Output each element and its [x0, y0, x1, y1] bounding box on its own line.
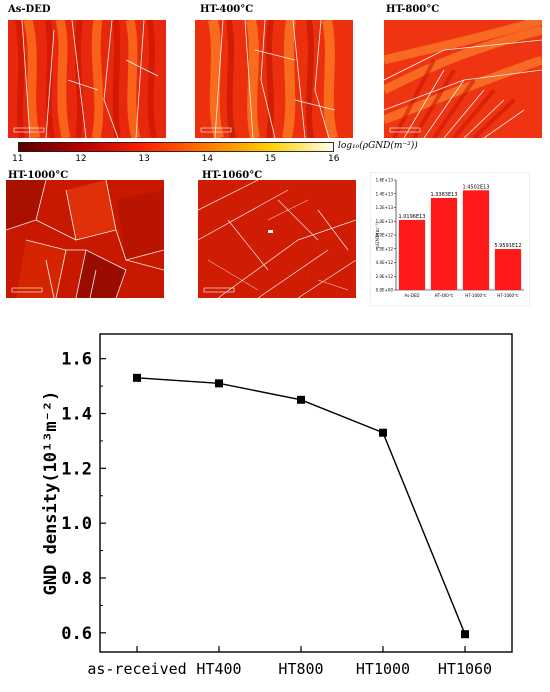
- line-chart-y-tick-label: 1.4: [61, 405, 92, 425]
- line-chart-marker: [133, 373, 141, 382]
- bar-chart-category-label: HT-400℃: [435, 293, 454, 298]
- line-chart-y-label: GND density(10¹³m⁻²): [41, 391, 61, 596]
- bar-chart-category-label: HT-1000℃: [465, 293, 487, 298]
- bar-chart-bar: [398, 219, 426, 290]
- colorbar-gradient: [18, 142, 334, 152]
- line-chart-y-tick-label: 0.6: [61, 624, 92, 644]
- bar-chart-data-label: 1.4502E13: [462, 184, 489, 190]
- colorbar-tick-label: 13: [138, 154, 150, 164]
- gnd-map-ht-1060: [198, 180, 356, 298]
- bar-chart-y-tick-label: 6.0E+12: [376, 246, 394, 251]
- bar-chart: 0.0E+00 2.0E+12 4.0E+12 6.0E+12 8.0E+12 1.0E+…: [370, 172, 530, 306]
- bar-chart-y-tick-label: 0.0E+00: [376, 288, 394, 293]
- bar-chart-category-label: HT-1060℃: [497, 293, 519, 298]
- bar-chart-y-tick-label: 4.0E+12: [376, 260, 394, 265]
- bar-chart-bar: [430, 197, 458, 290]
- bar-chart-y-label: ρGND(m⁻²): [374, 222, 381, 248]
- bar-chart-category-label: As-DED: [405, 293, 420, 298]
- bar-chart-data-label: 1.0196E13: [398, 214, 425, 220]
- colorbar-tick-label: 15: [264, 154, 277, 164]
- map-label-ht-1060: HT-1060°C: [202, 170, 263, 181]
- bar-chart-y-tick-label: 1.4E+13: [376, 191, 394, 196]
- line-chart-series-line: [136, 377, 466, 635]
- bar-chart-y-tick-label: 1.2E+13: [376, 205, 394, 210]
- bar-chart-bar: [462, 190, 490, 290]
- bar-chart-data-label: 5.9591E12: [494, 243, 521, 249]
- colorbar-tick-label: 11: [12, 154, 24, 164]
- line-chart-x-tick-label: HT400: [196, 660, 241, 678]
- colorbar: 11 12 13 14 15 16: [12, 142, 339, 172]
- bar-chart-y-tick-label: 8.0E+12: [376, 233, 394, 238]
- map-label-as-ded: As-DED: [8, 4, 51, 15]
- gnd-map-as-ded: [8, 20, 166, 138]
- line-chart-x-tick-label: HT1060: [438, 660, 492, 678]
- gnd-map-ht-1000: [6, 180, 164, 298]
- line-chart-y-tick-label: 0.8: [61, 569, 92, 589]
- line-chart-x-tick-label: HT800: [278, 660, 323, 678]
- colorbar-tick-label: 14: [201, 154, 214, 164]
- line-chart-x-tick-label: as-received: [87, 660, 186, 678]
- map-label-ht-400: HT-400°C: [200, 4, 254, 15]
- gnd-map-ht-400: [195, 20, 353, 138]
- line-chart-marker: [215, 379, 223, 388]
- colorbar-title: log₁₀(ρGND(m⁻²)): [338, 141, 418, 151]
- line-chart-marker: [297, 395, 305, 404]
- bar-chart-y-tick-label: 1.0E+13: [376, 219, 394, 224]
- map-label-ht-1000: HT-1000°C: [8, 170, 69, 181]
- bar-chart-y-tick-label: 2.0E+12: [376, 274, 394, 279]
- line-chart-marker: [461, 630, 469, 639]
- line-chart-frame: [99, 333, 513, 653]
- colorbar-tick-label: 16: [328, 154, 340, 164]
- colorbar-tick-label: 12: [75, 154, 87, 164]
- line-chart-y-tick-label: 1.2: [61, 459, 92, 479]
- line-chart: 0.6 0.8 1.0 1.2 1.4 1.6 as-received HT400 HT800 H…: [41, 333, 513, 678]
- line-chart-x-tick-label: HT1000: [356, 660, 410, 678]
- bar-chart-bar: [494, 249, 522, 290]
- line-chart-y-tick-label: 1.6: [61, 350, 92, 370]
- bar-chart-data-label: 1.3383E13: [430, 192, 457, 198]
- line-chart-marker: [379, 428, 387, 437]
- map-label-ht-800: HT-800°C: [386, 4, 440, 15]
- gnd-map-ht-800: [384, 20, 542, 138]
- line-chart-y-tick-label: 1.0: [61, 514, 92, 534]
- bar-chart-y-tick-label: 1.6E+13: [376, 178, 394, 183]
